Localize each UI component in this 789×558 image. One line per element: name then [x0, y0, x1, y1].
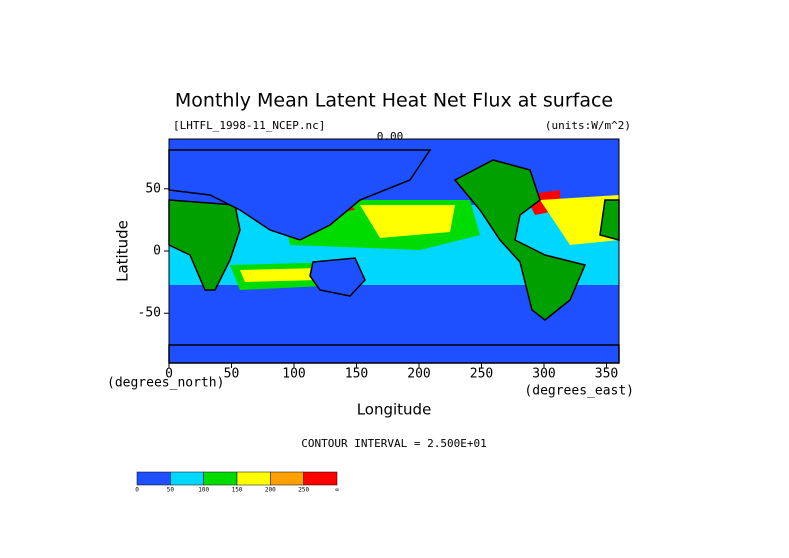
colorbar-swatch	[170, 471, 204, 486]
contour-field	[168, 139, 620, 364]
units-label: (units:W/m^2)	[545, 119, 631, 132]
eurasia	[168, 149, 432, 241]
south-indian-max	[240, 268, 320, 282]
colorbar-swatch	[136, 471, 171, 486]
chart-title: Monthly Mean Latent Heat Net Flux at sur…	[175, 90, 613, 112]
north-pacific-max	[360, 205, 455, 238]
americas	[453, 159, 587, 321]
colorbar-swatch	[303, 471, 338, 486]
x-axis-label: Longitude	[357, 401, 432, 419]
y-units: (degrees_north)	[107, 376, 224, 391]
antarctica	[168, 344, 620, 364]
colorbar-label: 0	[135, 487, 139, 494]
colorbar-label: 250	[298, 487, 309, 494]
colorbar-swatch	[236, 471, 271, 486]
colorbar-label: 50	[167, 487, 175, 494]
contour-interval: CONTOUR INTERVAL = 2.500E+01	[301, 437, 486, 450]
colorbar-label: 100	[198, 487, 209, 494]
x-tick-label: 200	[407, 367, 430, 382]
colorbar-swatch	[203, 471, 238, 486]
x-tick-label: 50	[224, 367, 240, 382]
y-axis-label: Latitude	[114, 220, 132, 282]
x-tick-label: 0	[165, 367, 173, 382]
colorbar-label: 200	[265, 487, 276, 494]
australia	[309, 257, 366, 297]
x-units: (degrees_east)	[524, 384, 634, 399]
y-tick-label: 0	[153, 244, 161, 259]
x-tick-label: 300	[532, 367, 555, 382]
x-tick-label: 100	[282, 367, 305, 382]
x-tick-label: 350	[595, 367, 618, 382]
north-atlantic-max	[540, 195, 619, 245]
contour-label: 0.00	[377, 130, 404, 143]
y-tick-label: -50	[138, 306, 161, 321]
southern-ocean	[169, 290, 619, 320]
colorbar-label: ∞	[335, 487, 339, 494]
x-tick-label: 150	[345, 367, 368, 382]
colorbar-label: 150	[232, 487, 243, 494]
colorbar-swatch	[270, 471, 304, 486]
x-tick-label: 250	[470, 367, 493, 382]
file-label: [LHTFL_1998-11_NCEP.nc]	[173, 119, 325, 132]
y-tick-label: 50	[145, 181, 161, 196]
